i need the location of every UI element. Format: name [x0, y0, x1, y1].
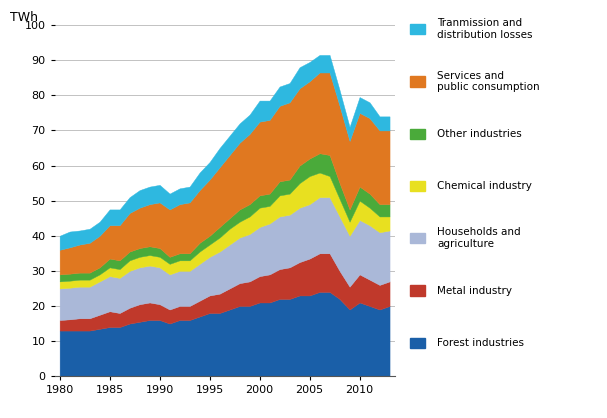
Text: Forest industries: Forest industries: [437, 338, 524, 348]
Text: Tranmission and
distribution losses: Tranmission and distribution losses: [437, 18, 532, 40]
Text: Households and
agriculture: Households and agriculture: [437, 227, 521, 249]
Text: Chemical industry: Chemical industry: [437, 181, 532, 191]
Text: TWh: TWh: [10, 11, 38, 24]
Text: Services and
public consumption: Services and public consumption: [437, 71, 540, 92]
Text: Metal industry: Metal industry: [437, 285, 512, 296]
Text: Other industries: Other industries: [437, 129, 522, 139]
